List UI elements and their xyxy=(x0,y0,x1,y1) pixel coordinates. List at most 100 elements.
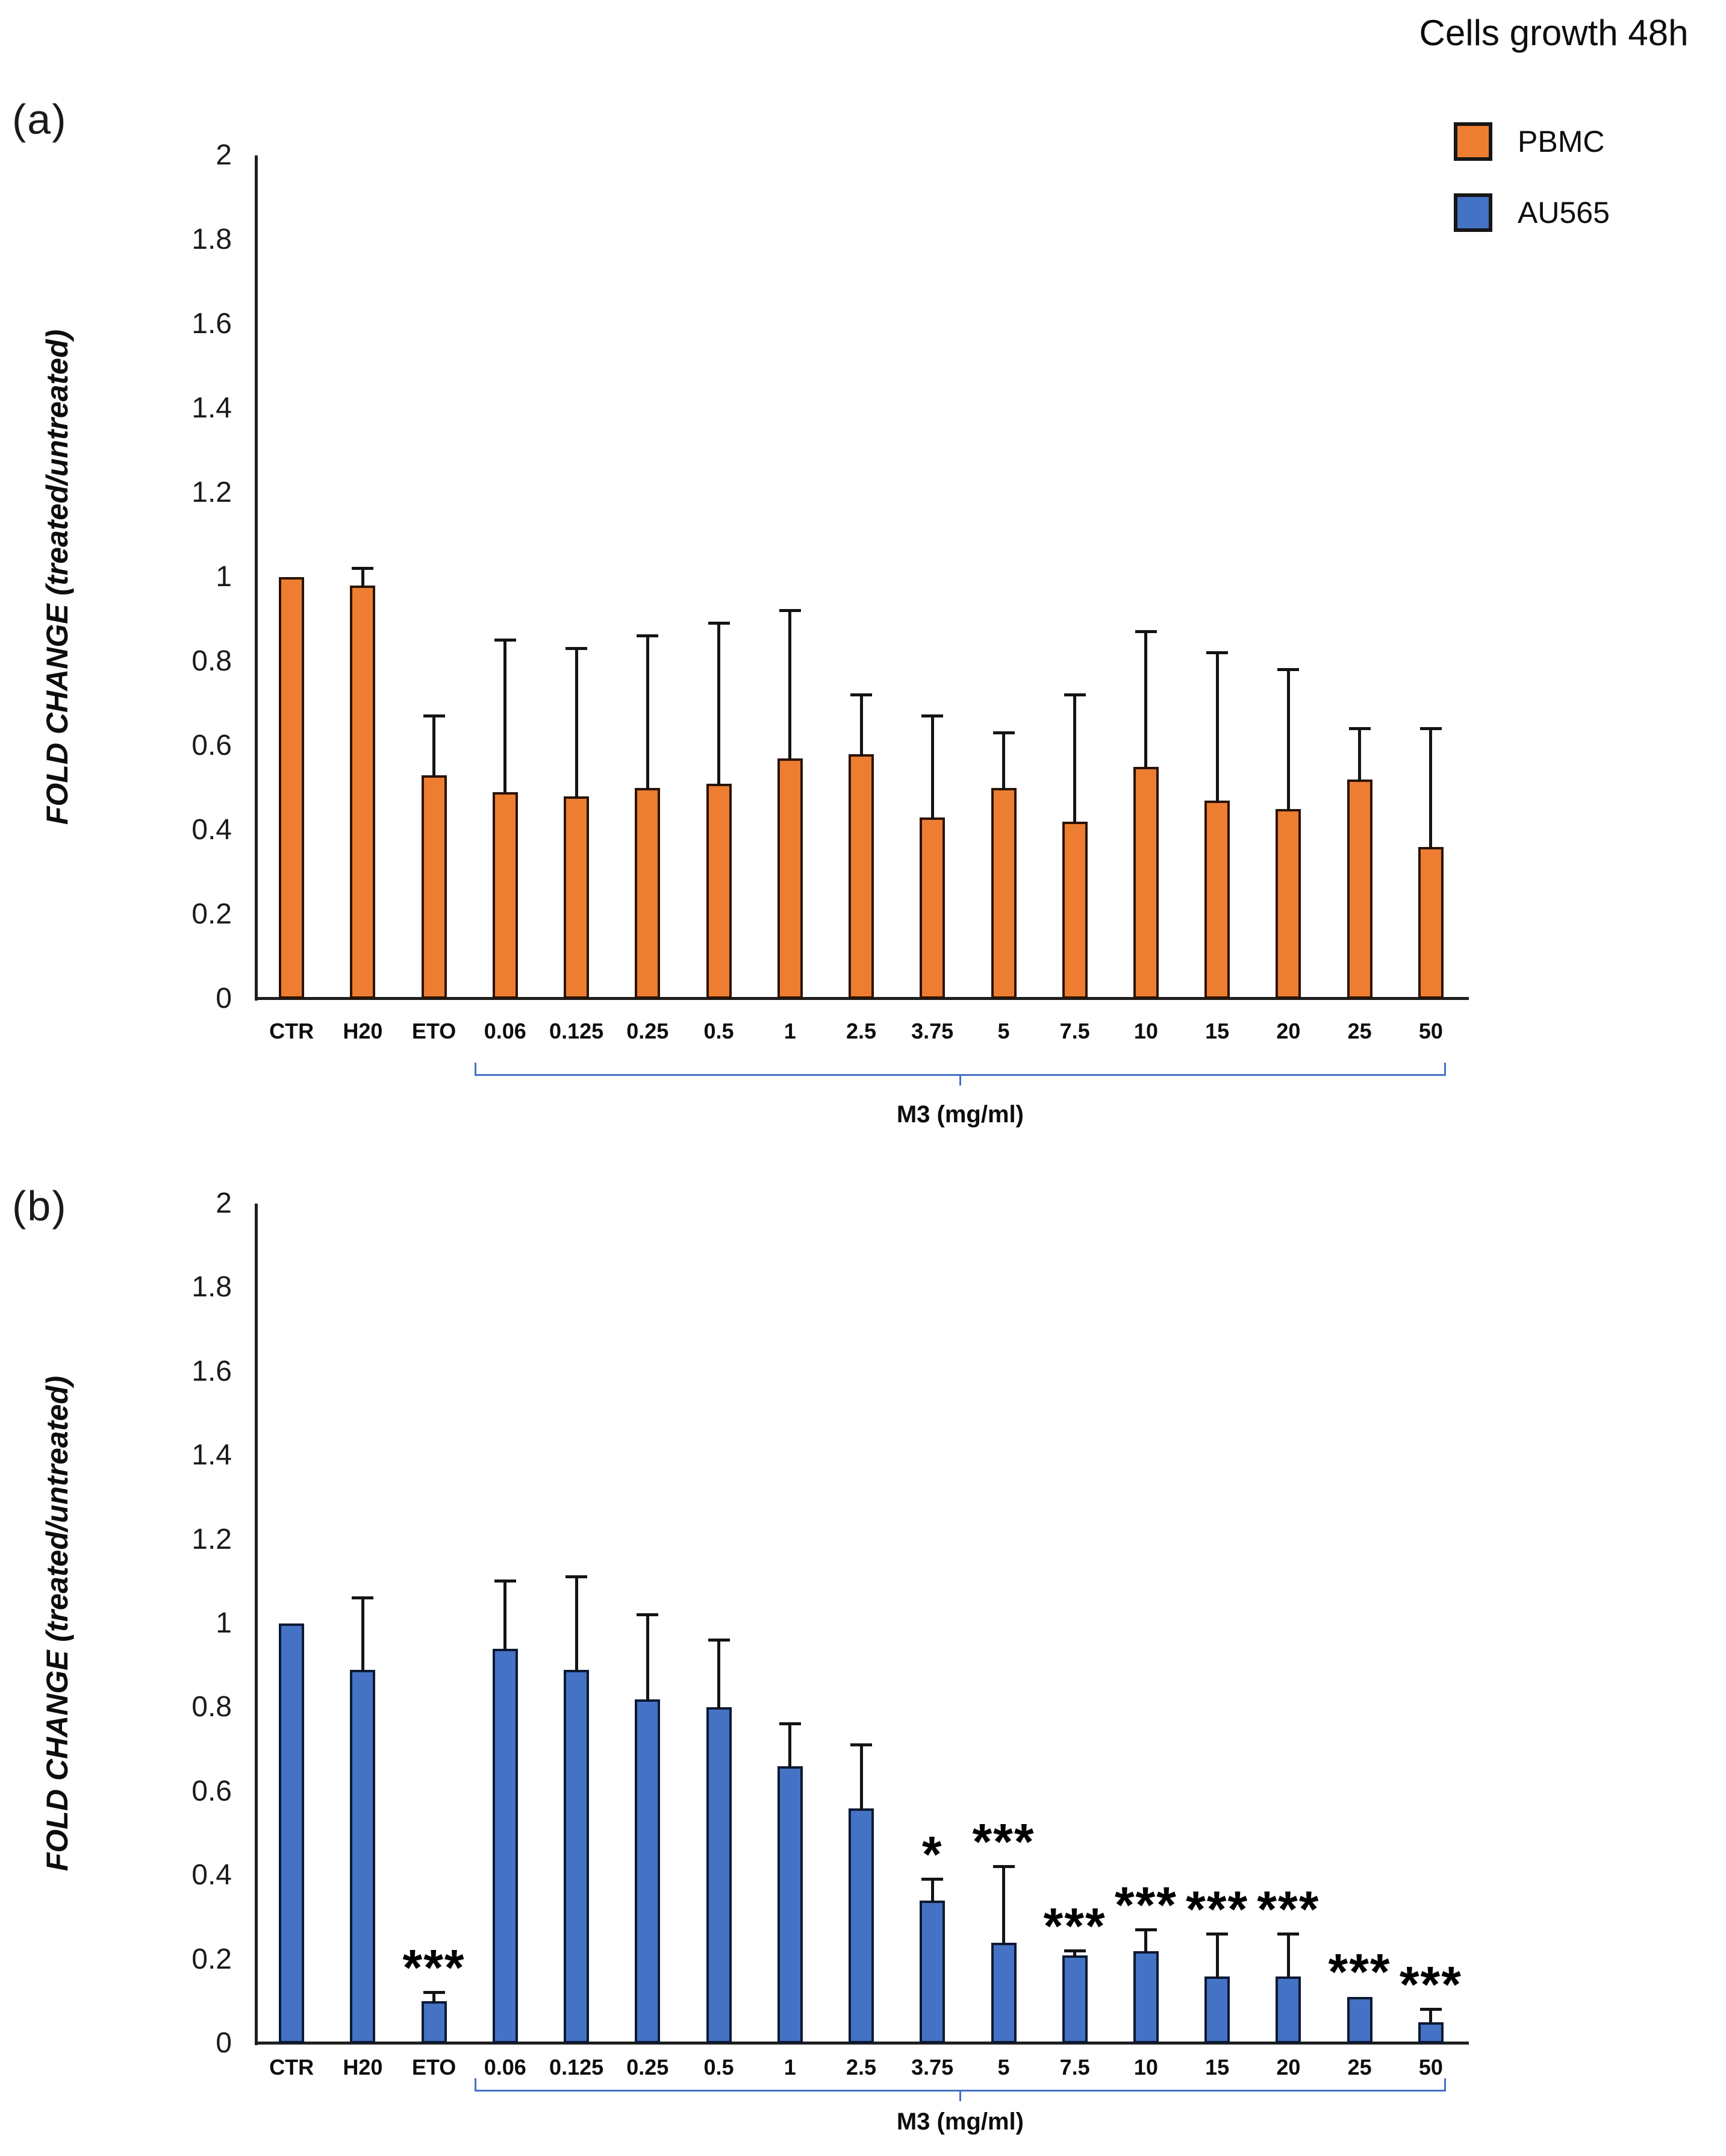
y-tick-label: 0 xyxy=(216,983,232,1014)
x-tick-label: 50 xyxy=(1418,2055,1443,2079)
bar-2.5 xyxy=(849,1808,874,2043)
y-tick-label: 0.2 xyxy=(192,1943,232,1975)
error-bar-cap xyxy=(779,1722,801,1726)
error-bar xyxy=(432,716,436,777)
bar-1 xyxy=(777,1766,803,2043)
error-bar-cap xyxy=(637,634,659,637)
x-tick-label: 1 xyxy=(784,1019,796,1043)
bar-0.06 xyxy=(492,792,518,999)
x-tick-label: 0.06 xyxy=(484,1019,526,1043)
error-bar-cap xyxy=(565,647,588,650)
error-bar-cap xyxy=(992,731,1015,734)
x-tick-label: 25 xyxy=(1347,1019,1372,1043)
error-bar-cap xyxy=(565,1575,588,1579)
error-bar-cap xyxy=(1064,693,1086,696)
error-bar xyxy=(1286,670,1290,811)
y-tick-label: 2 xyxy=(216,139,232,171)
bar-2.5 xyxy=(849,754,874,999)
m3-bracket xyxy=(474,2078,1446,2092)
error-bar-cap xyxy=(850,693,872,696)
x-tick-label: 7.5 xyxy=(1059,1019,1090,1043)
panel-a-chart: 2 1.8 1.6 1.4 1.2 1 0.8 0.6 0.4 0.2 0 CTR H20 ETO 0.06… xyxy=(192,141,1469,1128)
bar-10 xyxy=(1133,1951,1159,2043)
error-bar xyxy=(1002,733,1005,790)
error-bar-cap xyxy=(423,1991,445,1995)
x-tick-label: 20 xyxy=(1276,2055,1301,2079)
m3-bracket xyxy=(474,1063,1446,1076)
bar-3.75 xyxy=(920,817,946,999)
bar-20 xyxy=(1276,1976,1301,2043)
x-tick-label: 20 xyxy=(1276,1019,1301,1043)
y-tick-label: 0 xyxy=(216,2027,232,2059)
error-bar xyxy=(859,1745,863,1810)
error-bar-cap xyxy=(921,1878,944,1881)
error-bar xyxy=(503,640,507,794)
error-bar xyxy=(361,569,364,587)
error-bar xyxy=(646,636,649,790)
error-bar-cap xyxy=(921,714,944,717)
y-tick-label: 0.4 xyxy=(192,1859,232,1892)
error-bar-cap xyxy=(494,1580,516,1583)
bar-10 xyxy=(1133,767,1159,999)
x-tick-label: 1 xyxy=(784,2055,796,2079)
x-tick-label: 0.5 xyxy=(703,1019,734,1043)
error-bar-cap xyxy=(1135,1928,1157,1931)
x-tick-label: 0.25 xyxy=(626,1019,669,1043)
x-tick-label: 15 xyxy=(1205,1019,1230,1043)
y-tick-label: 1.6 xyxy=(192,308,232,340)
x-tick-label: 2.5 xyxy=(846,2055,877,2079)
panel-a-label: (a) xyxy=(12,96,67,143)
y-tick-label: 0.6 xyxy=(192,730,232,761)
error-bar xyxy=(1429,2010,1433,2025)
error-bar-cap xyxy=(1206,1932,1229,1936)
x-tick-label: 10 xyxy=(1133,2055,1158,2079)
x-tick-label: 15 xyxy=(1205,2055,1230,2079)
x-tick-label: 5 xyxy=(997,2055,1010,2079)
error-bar xyxy=(1286,1934,1290,1978)
bar-h20 xyxy=(350,586,376,999)
bar-15 xyxy=(1204,801,1230,999)
x-tick-label: 10 xyxy=(1133,1019,1158,1043)
bar-25 xyxy=(1347,1997,1372,2043)
x-tick-label: 5 xyxy=(997,1019,1010,1043)
x-tick-label: H20 xyxy=(343,2055,383,2079)
bar-h20 xyxy=(350,1669,376,2043)
error-bar xyxy=(788,1724,792,1768)
error-bar xyxy=(361,1598,364,1672)
error-bar-cap xyxy=(352,567,374,570)
x-tick-label: CTR xyxy=(269,1019,314,1043)
x-tick-label: 0.25 xyxy=(626,2055,669,2079)
significance-marker: *** xyxy=(1114,1876,1177,1933)
y-tick-label: 1.2 xyxy=(192,477,232,508)
bar-5 xyxy=(991,788,1017,999)
error-bar xyxy=(1144,1929,1148,1953)
x-tick-label: 25 xyxy=(1347,2055,1372,2079)
bar-1 xyxy=(777,758,803,999)
bar-0.125 xyxy=(564,1669,590,2043)
x-tick-label: 2.5 xyxy=(846,1019,877,1043)
x-tick-label: H20 xyxy=(343,1019,383,1043)
x-tick-label: CTR xyxy=(269,2055,314,2079)
y-tick-label: 1.4 xyxy=(192,392,232,424)
error-bar-cap xyxy=(779,609,801,612)
bar-3.75 xyxy=(920,1901,946,2043)
legend-item-au565: AU565 xyxy=(1454,193,1610,232)
x-tick-label: 3.75 xyxy=(911,1019,954,1043)
error-bar xyxy=(859,695,863,756)
error-bar-cap xyxy=(352,1596,374,1600)
bar-0.125 xyxy=(564,796,590,999)
significance-marker: *** xyxy=(972,1813,1035,1870)
panel-b-chart: 2 1.8 1.6 1.4 1.2 1 0.8 0.6 0.4 0.2 0 CTR H20 *** ETO 0… xyxy=(192,1189,1469,2135)
error-bar xyxy=(575,1577,578,1672)
error-bar-cap xyxy=(1277,1932,1300,1936)
error-bar-cap xyxy=(708,622,730,625)
bar-25 xyxy=(1347,780,1372,999)
error-bar xyxy=(1073,695,1077,823)
error-bar-cap xyxy=(1419,2008,1442,2011)
y-tick-label: 1.4 xyxy=(192,1439,232,1472)
x-tick-label: 0.125 xyxy=(549,2055,604,2079)
error-bar xyxy=(1429,729,1433,849)
bar-50 xyxy=(1418,2022,1444,2043)
legend-title: Cells growth 48h xyxy=(1419,13,1689,53)
bar-0.5 xyxy=(706,784,732,999)
